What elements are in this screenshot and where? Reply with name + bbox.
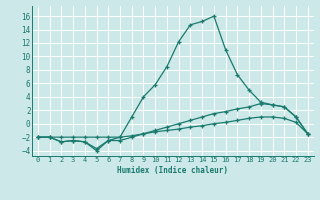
X-axis label: Humidex (Indice chaleur): Humidex (Indice chaleur) <box>117 166 228 175</box>
